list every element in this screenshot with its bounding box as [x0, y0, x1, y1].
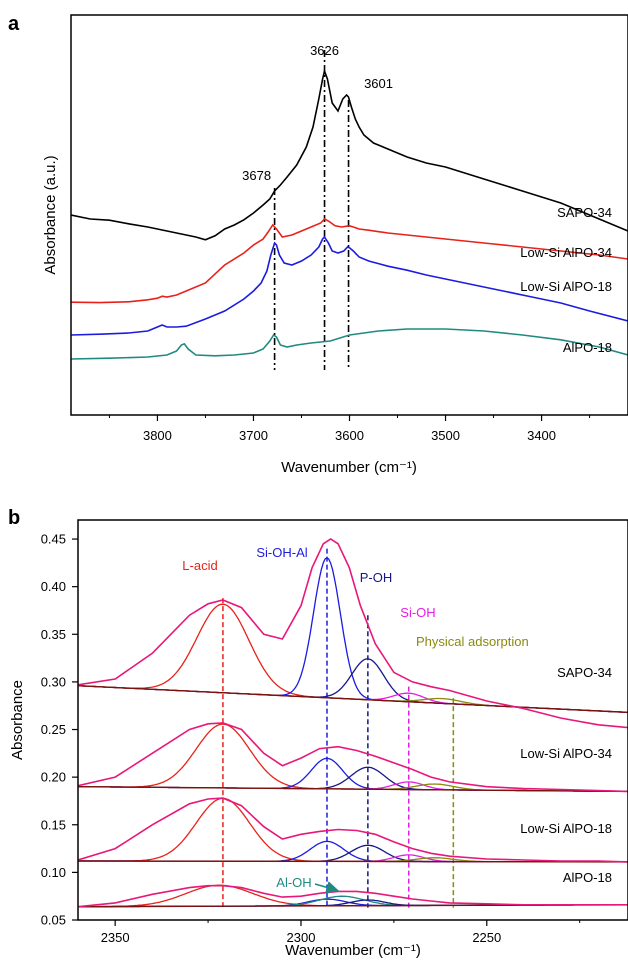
x-tick-label: 2300 [287, 930, 316, 945]
panel-a-letter: a [8, 13, 20, 35]
annotation-lines [273, 50, 350, 370]
band-label-si-oh: Si-OH [400, 605, 435, 620]
x-axis-title: Wavenumber (cm⁻¹) [281, 459, 417, 476]
y-tick-label: 0.35 [41, 627, 66, 642]
series-line-low-si-alpo-18 [71, 235, 628, 336]
component-low-si-alpo-18-p-oh [78, 844, 628, 863]
series-label-sapo-34: SAPO-34 [557, 205, 612, 220]
band-label-l-acid: L-acid [182, 558, 217, 573]
sample-label-low-si-alpo-34: Low-Si AlPO-34 [520, 746, 612, 761]
x-tick-label: 3500 [431, 428, 460, 443]
x-axis-title: Wavenumber (cm⁻¹) [285, 942, 421, 959]
series-label-low-si-alpo-18: Low-Si AlPO-18 [520, 279, 612, 294]
y-axis-title: Absorbance (a.u.) [42, 155, 59, 274]
y-tick-label: 0.15 [41, 817, 66, 832]
baseline-low-si-alpo-34 [78, 785, 628, 793]
envelope-low-si-alpo-34 [78, 722, 628, 793]
envelope-low-si-alpo-18 [78, 797, 628, 863]
panel-b: b 2350 2300 2250 0.050.100.150.200.250.300… [8, 507, 628, 959]
annotation-label-3626: 3626 [310, 43, 339, 58]
y-tick-label: 0.05 [41, 913, 66, 928]
plot-frame [70, 14, 628, 416]
component-sapo-34-l-acid [78, 603, 628, 714]
y-tick-label: 0.10 [41, 865, 66, 880]
x-tick-label: 3600 [335, 428, 364, 443]
sample-labels: SAPO-34 Low-Si AlPO-34 Low-Si AlPO-18 AlPO-… [520, 665, 612, 885]
baseline-low-si-alpo-18 [78, 860, 628, 863]
band-position-lines [222, 548, 455, 908]
series-line-sapo-34 [71, 68, 628, 241]
y-tick-label: 0.25 [41, 722, 66, 737]
series-label-alpo-18: AlPO-18 [563, 340, 612, 355]
band-label-p-oh: P-OH [360, 570, 393, 585]
band-label-al-oh: Al-OH [276, 875, 311, 890]
x-tick-label: 3800 [143, 428, 172, 443]
series-labels: SAPO-34 Low-Si AlPO-34 Low-Si AlPO-18 AlPO-… [520, 205, 612, 355]
baseline-sapo-34 [78, 685, 628, 714]
y-tick-label: 0.45 [41, 532, 66, 547]
sample-label-alpo-18: AlPO-18 [563, 870, 612, 885]
band-label-physical-adsorption: Physical adsorption [416, 634, 529, 649]
series-line-alpo-18 [71, 328, 628, 360]
peak-annotations: 3678 3626 3601 [242, 43, 393, 183]
y-axis: 0.05 0.10 0.15 0.20 0.25 0.30 0.35 0.40 0.45 [41, 532, 78, 928]
panel-b-letter: b [8, 507, 20, 529]
panel-a: a 3800 3700 3600 3500 3400 3678 3626 3601 SAPO… [8, 13, 628, 476]
series-line-low-si-alpo-34 [71, 218, 628, 304]
plot-frame [77, 519, 628, 921]
band-labels: L-acid Si-OH-Al P-OH Si-OH Physical adsorpti… [182, 545, 529, 894]
component-sapo-34-p-oh [78, 658, 628, 714]
y-tick-label: 0.40 [41, 579, 66, 594]
band-label-si-oh-al: Si-OH-Al [256, 545, 307, 560]
x-tick-label: 3700 [239, 428, 268, 443]
y-axis-title: Absorbance [9, 680, 26, 760]
series-label-low-si-alpo-34: Low-Si AlPO-34 [520, 245, 612, 260]
sample-label-low-si-alpo-18: Low-Si AlPO-18 [520, 821, 612, 836]
sample-label-sapo-34: SAPO-34 [557, 665, 612, 680]
y-tick-label: 0.20 [41, 770, 66, 785]
series-group [71, 68, 628, 360]
x-tick-label: 2250 [472, 930, 501, 945]
x-tick-label: 2350 [101, 930, 130, 945]
x-axis: 3800 3700 3600 3500 3400 [108, 415, 591, 443]
al-oh-arrow [314, 881, 340, 894]
annotation-label-3678: 3678 [242, 168, 271, 183]
annotation-label-3601: 3601 [364, 76, 393, 91]
y-tick-label: 0.30 [41, 674, 66, 689]
series-group [78, 538, 628, 908]
envelope-sapo-34 [78, 538, 628, 729]
component-low-si-alpo-18-si-oh-al [78, 840, 628, 863]
x-axis: 2350 2300 2250 [101, 920, 581, 945]
x-tick-label: 3400 [527, 428, 556, 443]
